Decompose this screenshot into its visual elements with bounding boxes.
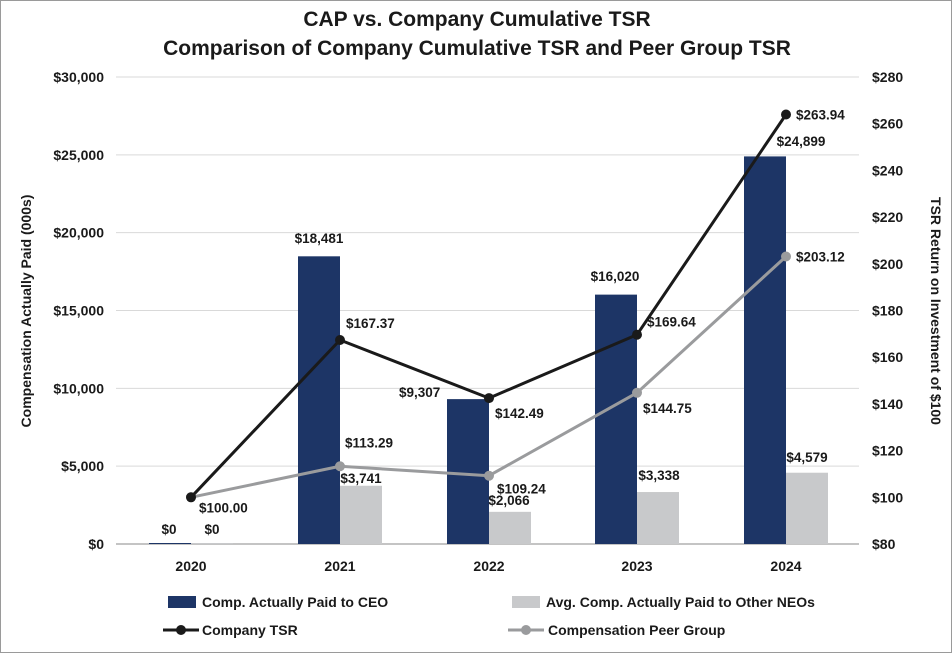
company-tsr-point bbox=[632, 329, 642, 340]
right-tick-label: $80 bbox=[872, 536, 896, 552]
bar-neo-label: $3,741 bbox=[340, 471, 382, 486]
company-tsr-point bbox=[781, 109, 791, 120]
left-axis-label: Compensation Actually Paid (000s) bbox=[18, 195, 34, 428]
company-tsr-label: $167.37 bbox=[346, 316, 395, 331]
line-marks: $113.29 $109.24 $144.75 $203.12 $100.00 $167.… bbox=[186, 108, 845, 515]
bar-neo-label: $4,579 bbox=[786, 450, 827, 465]
company-tsr-point bbox=[186, 492, 196, 503]
company-tsr-point bbox=[335, 334, 345, 345]
x-tick-label: 2023 bbox=[621, 558, 652, 574]
company-tsr-label: $263.94 bbox=[796, 108, 845, 123]
bar-neo bbox=[786, 472, 828, 544]
left-tick-label: $20,000 bbox=[53, 225, 104, 241]
left-tick-label: $25,000 bbox=[53, 147, 104, 163]
legend-label-ceo: Comp. Actually Paid to CEO bbox=[202, 594, 388, 610]
right-axis-label: TSR Return on Investment of $100 bbox=[928, 197, 944, 425]
legend-label-company-tsr: Company TSR bbox=[202, 622, 298, 638]
legend-swatch-neo bbox=[512, 596, 540, 608]
right-tick-label: $100 bbox=[872, 489, 903, 505]
right-tick-label: $180 bbox=[872, 303, 903, 319]
bar-ceo bbox=[595, 294, 637, 544]
legend-label-peer-group: Compensation Peer Group bbox=[548, 622, 725, 638]
chart-title: CAP vs. Company Cumulative TSR bbox=[303, 8, 650, 31]
left-tick-label: $15,000 bbox=[53, 303, 104, 319]
peer-group-point bbox=[484, 470, 494, 481]
peer-group-label: $113.29 bbox=[345, 435, 393, 450]
right-tick-label: $120 bbox=[872, 443, 903, 459]
left-axis-ticks: $0 $5,000 $10,000 $15,000 $20,000 $25,000 $30,… bbox=[53, 69, 104, 552]
left-tick-label: $10,000 bbox=[53, 380, 104, 396]
bar-neo bbox=[637, 492, 679, 544]
legend-marker-peer-group bbox=[521, 625, 531, 635]
peer-group-label: $144.75 bbox=[643, 401, 692, 416]
bar-neo-label: $2,066 bbox=[488, 493, 530, 508]
bar-ceo-label: $16,020 bbox=[591, 269, 640, 284]
right-tick-label: $140 bbox=[872, 396, 903, 412]
bar-ceo-label: $24,899 bbox=[777, 134, 826, 149]
gridlines bbox=[116, 76, 859, 545]
legend-marker-company-tsr bbox=[176, 625, 186, 635]
left-tick-label: $5,000 bbox=[61, 458, 104, 474]
right-tick-label: $220 bbox=[872, 209, 903, 225]
bar-neo bbox=[340, 485, 382, 544]
bar-neo bbox=[489, 511, 531, 544]
right-tick-label: $240 bbox=[872, 162, 903, 178]
x-tick-label: 2024 bbox=[770, 558, 801, 574]
right-tick-label: $200 bbox=[872, 256, 903, 272]
x-tick-label: 2021 bbox=[324, 558, 355, 574]
bar-neo-label: $3,338 bbox=[638, 468, 680, 483]
right-tick-label: $160 bbox=[872, 349, 903, 365]
bar-ceo-label: $18,481 bbox=[295, 231, 344, 246]
x-tick-label: 2022 bbox=[473, 558, 504, 574]
bar-ceo bbox=[149, 543, 191, 544]
bar-neo bbox=[191, 543, 233, 544]
x-axis-ticks: 2020 2021 2022 2023 2024 bbox=[175, 558, 801, 574]
bar-ceo-label: $9,307 bbox=[399, 385, 440, 400]
company-tsr-point bbox=[484, 393, 494, 404]
company-tsr-label: $142.49 bbox=[495, 406, 544, 421]
bar-ceo-label: $0 bbox=[161, 522, 176, 537]
legend: Comp. Actually Paid to CEO Avg. Comp. Act… bbox=[163, 594, 815, 638]
bar-ceo bbox=[298, 256, 340, 544]
right-tick-label: $260 bbox=[872, 116, 903, 132]
chart-subtitle: Comparison of Company Cumulative TSR and… bbox=[163, 37, 791, 60]
peer-group-label: $203.12 bbox=[796, 250, 845, 265]
right-tick-label: $280 bbox=[872, 69, 903, 85]
bar-marks: $0 $18,481 $9,307 $16,020 $24,899 $0 $3,741 $2,… bbox=[149, 134, 828, 544]
peer-group-point bbox=[632, 387, 642, 398]
left-tick-label: $30,000 bbox=[53, 69, 104, 85]
peer-group-point bbox=[335, 461, 345, 472]
x-tick-label: 2020 bbox=[175, 558, 206, 574]
bar-ceo bbox=[744, 156, 786, 544]
right-axis-ticks: $80 $100 $120 $140 $160 $180 $200 $220 $240 $260 $… bbox=[872, 69, 903, 552]
company-tsr-label: $169.64 bbox=[647, 315, 696, 330]
legend-swatch-ceo bbox=[168, 596, 196, 608]
peer-group-label: $109.24 bbox=[497, 482, 546, 497]
company-tsr-label: $100.00 bbox=[199, 500, 248, 515]
bar-neo-label: $0 bbox=[204, 522, 219, 537]
peer-group-point bbox=[781, 251, 791, 262]
left-tick-label: $0 bbox=[88, 536, 104, 552]
legend-label-neo: Avg. Comp. Actually Paid to Other NEOs bbox=[546, 594, 815, 610]
bar-ceo bbox=[447, 399, 489, 544]
